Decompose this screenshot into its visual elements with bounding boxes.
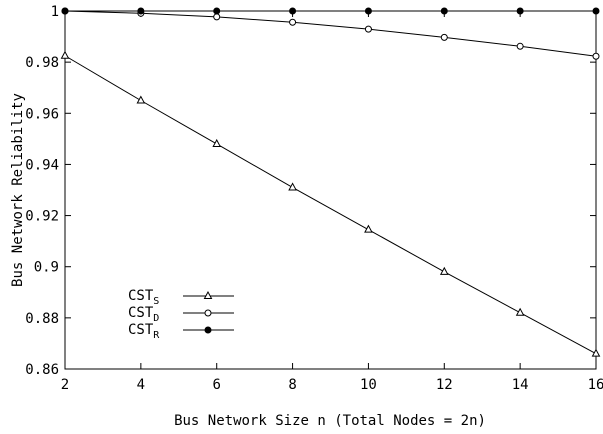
y-tick-label: 0.88 [25,311,59,327]
y-tick-label: 0.86 [25,362,59,378]
x-tick-label: 6 [212,377,220,393]
data-point [60,50,70,59]
legend-label-main: CST [128,305,154,321]
x-axis-ticks: 2 4 6 8 10 12 14 16 [61,11,603,393]
y-tick-label: 0.94 [25,157,59,173]
x-tick-label: 8 [288,377,296,393]
data-point [439,266,449,275]
y-tick-label: 0.92 [25,209,59,225]
data-point [213,13,221,21]
y-axis-label: Bus Network Reliability [10,93,26,287]
y-tick-label: 0.96 [25,106,59,122]
x-tick-label: 12 [436,377,453,393]
x-tick-label: 16 [588,377,603,393]
legend-label: CSTR [128,322,160,341]
series-r [61,7,600,15]
series-line [64,55,597,355]
data-point [61,7,69,15]
x-tick-label: 10 [360,377,377,393]
data-point [212,138,222,147]
legend-item: CSTR [128,322,234,341]
legend-item: CSTD [128,305,234,324]
data-point [516,7,524,15]
y-axis-ticks: 0.86 0.88 0.9 0.92 0.94 0.96 0.98 1 [25,4,596,378]
legend-marker [204,326,212,334]
data-point [288,182,297,191]
data-point [136,95,146,104]
series-d [61,7,600,60]
legend-label-subscript: D [153,313,159,324]
data-point [364,224,373,233]
legend-label: CSTS [128,288,159,307]
data-point [289,18,297,26]
x-tick-label: 14 [512,377,529,393]
y-tick-label: 0.98 [25,55,59,71]
series-line [64,10,597,57]
data-point [364,25,372,33]
data-point [440,7,448,15]
data-point [592,7,600,15]
data-point [591,348,601,357]
y-tick-label: 1 [51,4,59,20]
x-axis-label: Bus Network Size n (Total Nodes = 2n) [174,413,486,429]
legend-label-main: CST [128,322,154,338]
data-point [440,33,448,41]
series-group [60,7,601,357]
legend-marker [204,309,212,317]
legend-item: CSTS [128,288,234,307]
data-point [364,7,372,15]
data-point [289,7,297,15]
series-s [60,50,601,357]
data-point [515,307,525,316]
legend-label-subscript: S [153,296,159,307]
x-tick-label: 4 [137,377,145,393]
y-tick-label: 0.9 [34,260,59,276]
data-point [213,7,221,15]
data-point [592,52,600,60]
data-point [516,42,524,50]
legend-marker [203,290,213,299]
x-tick-label: 2 [61,377,69,393]
data-point [137,7,145,15]
legend-label-main: CST [128,288,154,304]
legend-label: CSTD [128,305,159,324]
legend-label-subscript: R [153,330,160,341]
